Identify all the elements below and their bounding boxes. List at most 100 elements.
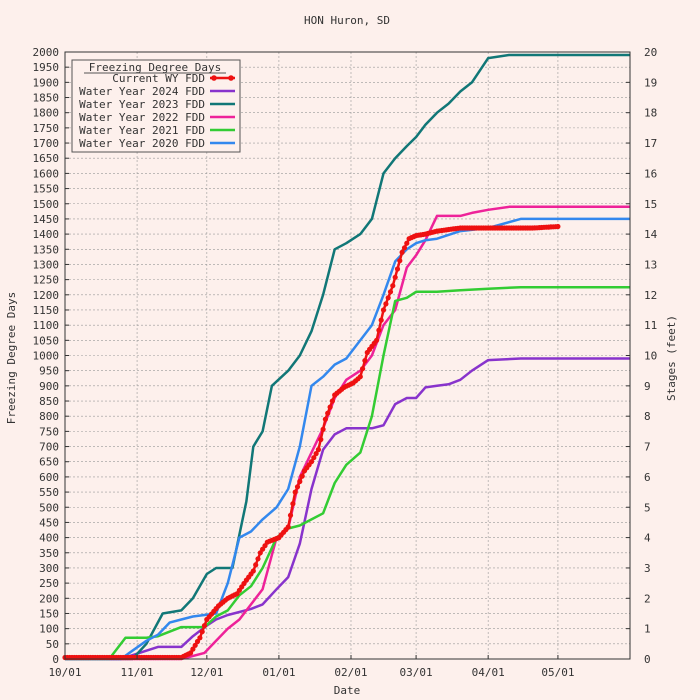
y-tick-label: 1150 — [33, 304, 60, 317]
chart-title: HON Huron, SD — [304, 14, 390, 27]
y2-axis-label: Stages (feet) — [665, 315, 678, 401]
y2-tick-label: 9 — [644, 380, 651, 393]
y-tick-label: 350 — [39, 547, 59, 560]
series-point-current-wy-fdd — [188, 650, 194, 656]
series-point-current-wy-fdd — [329, 398, 335, 404]
y-tick-label: 0 — [52, 653, 59, 666]
legend-label-water-year-2022-fdd: Water Year 2022 FDD — [79, 111, 205, 124]
y2-tick-label: 10 — [644, 350, 657, 363]
y-tick-label: 300 — [39, 562, 59, 575]
y-tick-label: 1050 — [33, 334, 60, 347]
series-point-current-wy-fdd — [362, 358, 368, 364]
y-tick-label: 1800 — [33, 107, 60, 120]
series-point-current-wy-fdd — [190, 646, 196, 652]
y2-tick-label: 13 — [644, 258, 657, 271]
y2-tick-label: 6 — [644, 471, 651, 484]
series-point-current-wy-fdd — [555, 223, 561, 230]
y-tick-label: 250 — [39, 577, 59, 590]
y2-tick-label: 5 — [644, 501, 651, 514]
y-tick-label: 1900 — [33, 76, 60, 89]
y-tick-label: 50 — [46, 638, 59, 651]
y-tick-label: 1450 — [33, 213, 60, 226]
series-point-current-wy-fdd — [322, 416, 328, 422]
series-point-current-wy-fdd — [374, 337, 380, 343]
series-point-current-wy-fdd — [285, 524, 291, 530]
x-tick-label: 04/01 — [472, 666, 505, 679]
y-tick-label: 950 — [39, 365, 59, 378]
series-point-current-wy-fdd — [357, 374, 363, 380]
series-point-current-wy-fdd — [394, 266, 401, 272]
series-point-current-wy-fdd — [294, 484, 301, 490]
y-tick-label: 800 — [39, 410, 59, 423]
series-point-current-wy-fdd — [299, 473, 305, 479]
y-tick-label: 1100 — [33, 319, 60, 332]
x-tick-label: 01/01 — [262, 666, 295, 679]
y-tick-label: 1600 — [33, 167, 60, 180]
y-tick-label: 150 — [39, 607, 59, 620]
y-tick-label: 1350 — [33, 243, 60, 256]
series-point-current-wy-fdd — [308, 459, 315, 465]
series-point-current-wy-fdd — [383, 301, 389, 307]
legend-label-water-year-2020-fdd: Water Year 2020 FDD — [79, 137, 205, 150]
y-tick-label: 1650 — [33, 152, 60, 165]
series-point-current-wy-fdd — [311, 455, 317, 461]
y-tick-label: 1550 — [33, 183, 60, 196]
y2-tick-label: 17 — [644, 137, 657, 150]
series-point-current-wy-fdd — [292, 489, 298, 495]
series-line-water-year-2023-fdd — [65, 53, 630, 661]
y-tick-label: 1500 — [33, 198, 60, 211]
legend-label-water-year-2024-fdd: Water Year 2024 FDD — [79, 85, 205, 98]
y-tick-label: 450 — [39, 516, 59, 529]
series-point-current-wy-fdd — [287, 512, 294, 518]
y2-tick-label: 12 — [644, 289, 657, 302]
x-axis-label: Date — [334, 684, 361, 697]
series-point-current-wy-fdd — [404, 240, 410, 246]
y-tick-label: 1700 — [33, 137, 60, 150]
series-point-current-wy-fdd — [385, 295, 391, 301]
y2-tick-label: 14 — [644, 228, 658, 241]
legend-label-current-wy-fdd: Current WY FDD — [112, 72, 205, 85]
y-tick-label: 750 — [39, 425, 59, 438]
legend-marker-current-wy-fdd — [228, 75, 234, 81]
series-point-current-wy-fdd — [360, 366, 366, 372]
series-point-current-wy-fdd — [250, 568, 256, 574]
series-point-current-wy-fdd — [297, 478, 303, 485]
series-line-water-year-2022-fdd — [65, 205, 630, 661]
y2-tick-label: 7 — [644, 441, 651, 454]
y-tick-label: 850 — [39, 395, 59, 408]
y-tick-label: 100 — [39, 623, 59, 636]
y2-tick-label: 2 — [644, 592, 651, 605]
legend-marker-current-wy-fdd — [211, 75, 217, 81]
series-point-current-wy-fdd — [380, 307, 387, 313]
series-point-current-wy-fdd — [255, 556, 261, 562]
y2-tick-label: 3 — [644, 562, 651, 575]
x-tick-label: 02/01 — [334, 666, 367, 679]
y-tick-label: 1200 — [33, 289, 60, 302]
y2-tick-label: 19 — [644, 76, 657, 89]
series-point-current-wy-fdd — [290, 501, 296, 507]
y2-tick-label: 4 — [644, 532, 651, 545]
series-point-current-wy-fdd — [392, 274, 398, 280]
legend: Freezing Degree Days Current WY FDDWater… — [71, 59, 241, 153]
x-tick-label: 03/01 — [400, 666, 433, 679]
series-point-current-wy-fdd — [399, 249, 405, 255]
series-point-current-wy-fdd — [376, 327, 382, 333]
legend-title: Freezing Degree Days — [89, 61, 221, 74]
y-tick-label: 1750 — [33, 122, 60, 135]
y2-tick-label: 20 — [644, 46, 657, 59]
y-tick-label: 1300 — [33, 258, 60, 271]
x-tick-label: 05/01 — [541, 666, 574, 679]
y-tick-label: 2000 — [33, 46, 60, 59]
legend-label-water-year-2021-fdd: Water Year 2021 FDD — [79, 124, 205, 137]
y-tick-label: 500 — [39, 501, 59, 514]
series-point-current-wy-fdd — [201, 623, 208, 629]
legend-label-water-year-2023-fdd: Water Year 2023 FDD — [79, 98, 205, 111]
x-tick-label: 12/01 — [190, 666, 223, 679]
series-point-current-wy-fdd — [253, 562, 259, 568]
y-tick-label: 1000 — [33, 350, 60, 363]
series-point-current-wy-fdd — [320, 426, 326, 432]
y-tick-label: 1250 — [33, 274, 60, 287]
y2-tick-label: 11 — [644, 319, 657, 332]
x-tick-label: 11/01 — [121, 666, 154, 679]
